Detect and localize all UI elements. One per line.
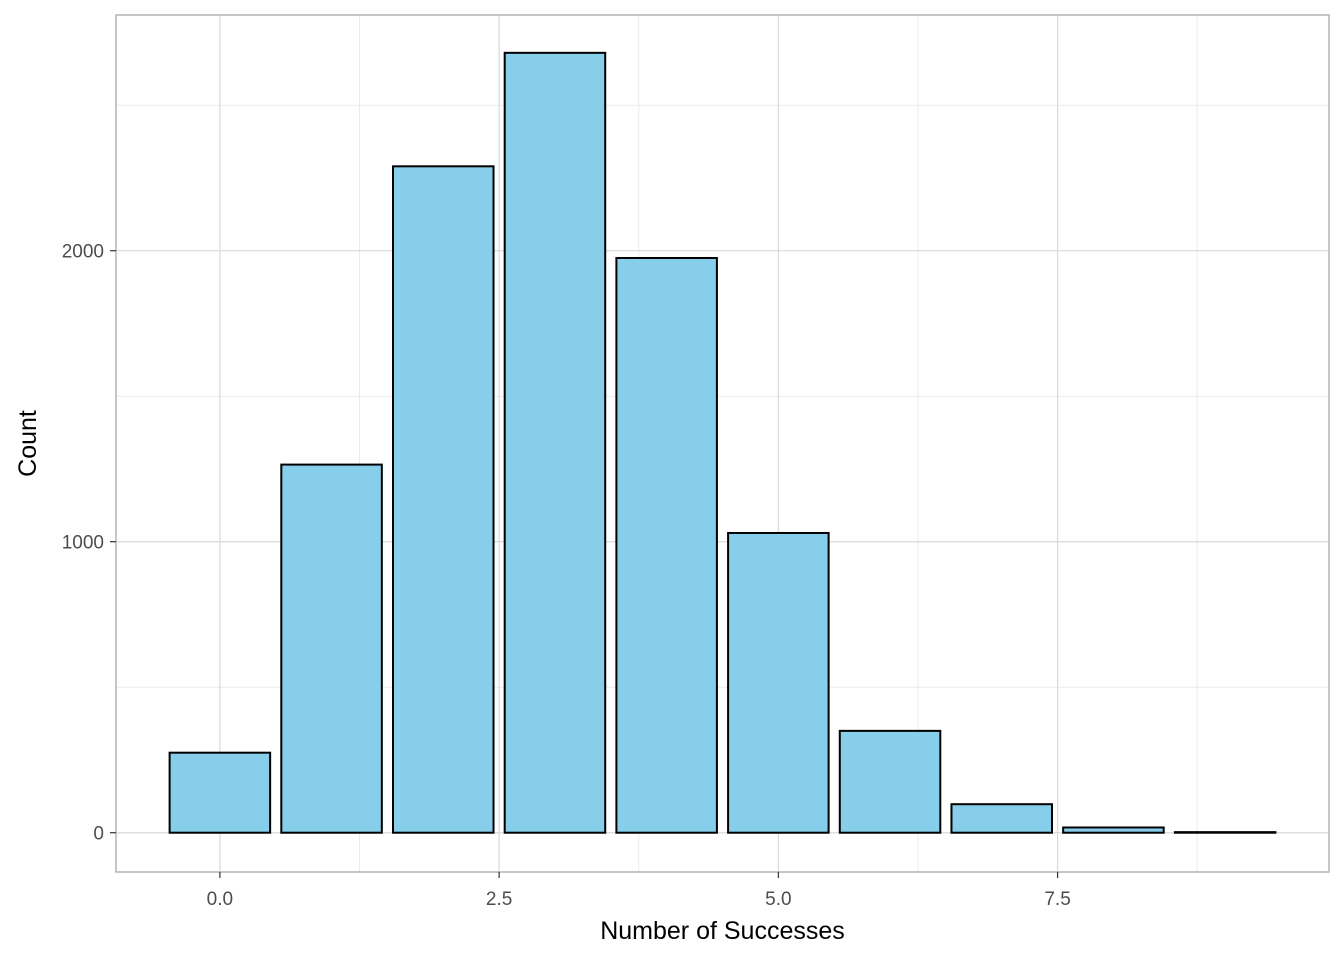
bar-2 xyxy=(392,165,495,834)
bar-4 xyxy=(615,256,718,834)
panel-border xyxy=(115,14,1330,873)
y-axis-title: Count xyxy=(14,410,42,477)
bar-6 xyxy=(838,729,942,834)
bars xyxy=(168,51,1277,834)
x-tick-label: 2.5 xyxy=(486,889,512,910)
bar-3 xyxy=(503,51,607,834)
axis-ticks: 0.0 2.5 5.0 7.5 0 1000 2000 xyxy=(62,242,1071,910)
y-tick-label: 2000 xyxy=(62,242,104,263)
bar-5 xyxy=(727,531,830,834)
x-tick-label: 0.0 xyxy=(207,889,233,910)
x-tick-label: 5.0 xyxy=(765,889,791,910)
bar-0 xyxy=(168,751,272,834)
bar-9 xyxy=(1173,831,1277,834)
x-axis-title: Number of Successes xyxy=(600,917,845,945)
bar-1 xyxy=(280,463,383,834)
x-tick-label: 7.5 xyxy=(1044,889,1070,910)
y-tick-label: 1000 xyxy=(62,533,104,554)
bar-8 xyxy=(1062,826,1165,834)
y-tick-label: 0 xyxy=(93,824,104,845)
bar-7 xyxy=(950,803,1053,834)
